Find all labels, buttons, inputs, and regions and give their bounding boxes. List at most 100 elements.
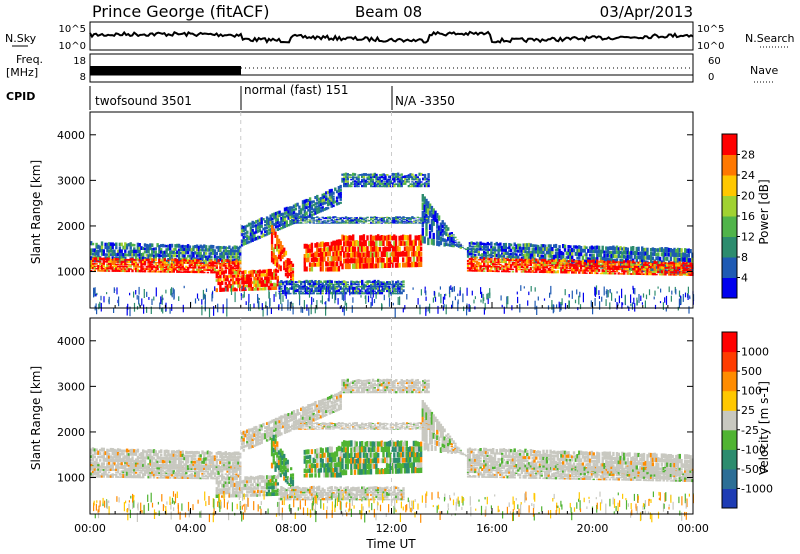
data-cell — [687, 270, 690, 274]
data-cell — [115, 451, 118, 456]
data-cell — [291, 273, 295, 277]
data-cell — [321, 198, 324, 203]
data-cell — [285, 280, 288, 283]
data-cell — [680, 264, 683, 267]
data-cell — [493, 257, 497, 261]
scatter-cell — [95, 303, 97, 309]
data-cell — [208, 245, 211, 249]
data-cell — [508, 245, 511, 250]
data-cell — [283, 247, 286, 253]
data-cell — [217, 255, 220, 259]
data-cell — [361, 286, 364, 290]
data-cell — [361, 173, 364, 176]
data-cell — [362, 220, 366, 222]
data-cell — [334, 221, 337, 223]
data-cell — [279, 241, 282, 247]
data-cell — [549, 261, 552, 265]
data-cell — [343, 283, 346, 286]
data-cell — [472, 259, 475, 263]
data-cell — [270, 238, 274, 245]
data-cell — [563, 247, 567, 252]
data-cell — [617, 261, 620, 264]
data-cell — [138, 266, 141, 268]
data-cell — [359, 292, 362, 295]
data-cell — [310, 216, 314, 218]
data-cell — [642, 247, 646, 252]
data-cell — [228, 262, 231, 265]
data-cell — [247, 287, 251, 291]
data-cell — [256, 223, 260, 227]
data-cell — [466, 259, 470, 263]
data-cell — [423, 216, 427, 218]
data-cell — [276, 245, 279, 252]
data-cell — [621, 261, 624, 264]
data-cell — [158, 263, 161, 266]
data-cell — [574, 252, 577, 256]
data-cell — [219, 266, 222, 269]
data-cell — [615, 255, 619, 259]
data-cell — [303, 266, 306, 272]
data-cell — [300, 287, 303, 290]
data-cell — [614, 258, 617, 262]
data-cell — [291, 270, 295, 274]
data-cell — [628, 263, 631, 266]
data-cell — [154, 459, 157, 463]
data-cell — [270, 232, 274, 239]
data-cell — [371, 246, 374, 252]
data-cell — [481, 265, 484, 268]
data-cell — [326, 190, 330, 194]
data-cell — [208, 265, 211, 269]
data-cell — [231, 281, 235, 285]
data-cell — [310, 213, 314, 217]
data-cell — [475, 267, 479, 270]
data-cell — [292, 210, 296, 215]
data-cell — [177, 261, 181, 264]
data-cell — [251, 237, 254, 242]
data-cell — [170, 268, 174, 271]
data-cell — [167, 258, 170, 261]
scatter-cell — [506, 302, 508, 308]
data-cell — [308, 200, 312, 205]
data-cell — [264, 233, 267, 237]
data-cell — [308, 197, 312, 202]
scatter-cell — [319, 289, 322, 295]
data-cell — [195, 450, 199, 455]
data-cell — [290, 274, 293, 279]
data-cell — [664, 270, 667, 274]
data-cell — [217, 277, 220, 282]
data-cell — [382, 182, 385, 185]
data-cell — [414, 175, 418, 179]
data-cell — [154, 267, 157, 271]
noise-tick-bottom: 10^0 — [59, 41, 86, 52]
data-cell — [147, 246, 150, 251]
data-cell — [472, 255, 475, 259]
data-cell — [203, 244, 206, 249]
scatter-cell — [242, 294, 244, 299]
scatter-cell — [445, 304, 447, 315]
data-cell — [118, 458, 122, 463]
data-cell — [619, 273, 622, 275]
data-cell — [127, 459, 131, 463]
data-cell — [330, 291, 333, 295]
data-cell — [569, 251, 572, 256]
data-cell — [396, 262, 399, 268]
data-cell — [256, 270, 260, 274]
data-cell — [116, 265, 120, 268]
data-cell — [237, 258, 240, 262]
data-cell — [592, 266, 595, 270]
data-cell — [623, 266, 626, 268]
data-cell — [623, 270, 626, 273]
data-cell — [133, 249, 136, 254]
data-cell — [323, 287, 326, 290]
data-cell — [332, 286, 335, 290]
data-cell — [639, 259, 642, 264]
data-cell — [274, 268, 278, 273]
data-cell — [246, 241, 249, 245]
data-cell — [420, 181, 423, 183]
data-cell — [233, 461, 236, 465]
data-cell — [492, 262, 495, 266]
data-cell — [553, 270, 556, 274]
scatter-cell — [642, 293, 645, 298]
data-cell — [419, 240, 423, 246]
data-cell — [143, 258, 147, 261]
